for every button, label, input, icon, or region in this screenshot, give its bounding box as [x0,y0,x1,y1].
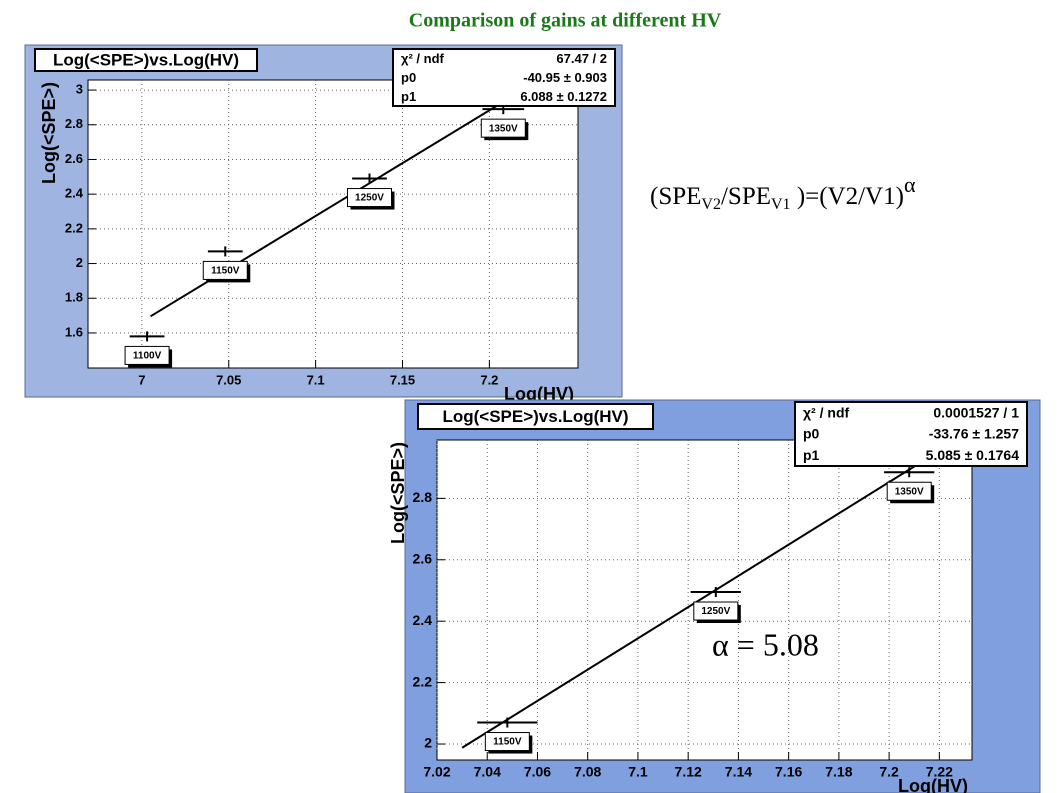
formula-part: (SPE [650,183,701,210]
stats-key: χ² / ndf [401,51,445,66]
fit-line [461,442,953,749]
point-label-box [484,732,530,752]
formula-part: /SPE [721,183,771,210]
formula-sub: V2 [701,196,721,213]
x-tick-label: 7.1 [628,764,648,780]
point-label-box [886,481,932,501]
formula-sup: α [904,172,916,197]
y-axis-label: Log(<SPE>) [388,442,408,544]
stats-key: p1 [803,447,820,463]
stats-value: -33.76 ± 1.257 [929,426,1019,442]
y-tick-label: 2 [76,255,83,270]
x-tick-label: 7.18 [825,764,852,780]
y-tick-label: 2.8 [413,489,433,505]
y-tick-label: 2.2 [413,673,433,689]
title-box [417,403,654,430]
point-label: 1100V [133,351,162,362]
x-tick-label: 7.2 [879,764,899,780]
stats-value: 6.088 ± 0.1272 [520,89,607,104]
alpha-note: α = 5.08 [712,626,819,662]
charts: 7 7.05 7.1 7.15 7.2 1.6 1.8 2 2.2 2.4 2.6 2.8 3 Log(H… [24,44,1041,793]
formula: (SPEV2/SPEV1 )=(V2/V1)α [650,172,916,213]
x-axis-label: Log(HV) [504,384,574,404]
point-label-box [346,188,392,208]
x-tick-label: 7 [138,372,145,387]
point-label-box [693,601,739,621]
y-tick-label: 2.6 [65,151,83,166]
x-tick-label: 7.08 [574,764,601,780]
x-axis-label: Log(HV) [898,776,968,793]
stats-key: p0 [803,426,820,442]
x-tick-label: 7.04 [474,764,501,780]
stats-value: 5.085 ± 0.1764 [926,447,1020,463]
x-tick-label: 7.12 [675,764,702,780]
chart-title: Log(<SPE>)vs.Log(HV) [53,50,239,69]
point-label-box [124,345,170,365]
slide-title: Comparison of gains at different HV [409,10,722,32]
y-tick-label: 1.6 [65,324,83,339]
plot-frame [436,439,973,761]
y-tick-label: 1.8 [65,290,83,305]
y-tick-label: 2.8 [65,116,83,131]
formula-part: )=(V2/V1) [791,183,904,210]
stats-key: p1 [401,89,416,104]
x-tick-label: 7.16 [775,764,802,780]
x-tick-label: 7.05 [216,372,241,387]
point-label: 1250V [355,193,384,204]
stats-box [392,48,616,107]
point-label-box [202,260,248,280]
y-tick-label: 2.4 [65,186,84,201]
point-label-box [480,118,526,138]
stats-key: p0 [401,70,416,85]
chart: 7 7.05 7.1 7.15 7.2 1.6 1.8 2 2.2 2.4 2.6 2.8 3 Log(H… [24,44,623,404]
chart-title: Log(<SPE>)vs.Log(HV) [442,407,628,426]
stats-value: -40.95 ± 0.903 [523,70,607,85]
x-tick-label: 7.2 [480,372,498,387]
stats-value: 67.47 / 2 [556,51,607,66]
chart: 7.02 7.04 7.06 7.08 7.1 7.12 7.14 7.16 7.18 7.2 7.… [388,399,1041,793]
x-tick-label: 7.1 [307,372,325,387]
stats-key: χ² / ndf [803,404,849,420]
y-tick-label: 2 [424,735,432,751]
formula-sub: V1 [771,196,791,213]
y-tick-label: 2.2 [65,220,83,235]
stats-value: 0.0001527 / 1 [933,404,1019,420]
x-tick-label: 7.15 [390,372,415,387]
x-tick-label: 7.14 [725,764,752,780]
point-label: 1350V [489,123,518,134]
title-box [34,48,258,72]
y-tick-label: 2.4 [413,612,433,628]
point-label: 1350V [895,486,924,497]
x-tick-label: 7.02 [423,764,450,780]
y-tick-label: 2.6 [413,550,433,566]
y-axis-label: Log(<SPE>) [39,82,59,184]
point-label: 1250V [701,606,730,617]
point-label: 1150V [211,266,240,277]
y-tick-label: 3 [76,82,83,97]
point-label: 1150V [493,737,522,748]
x-tick-label: 7.06 [524,764,551,780]
x-tick-label: 7.22 [926,764,953,780]
stats-box [794,401,1028,467]
